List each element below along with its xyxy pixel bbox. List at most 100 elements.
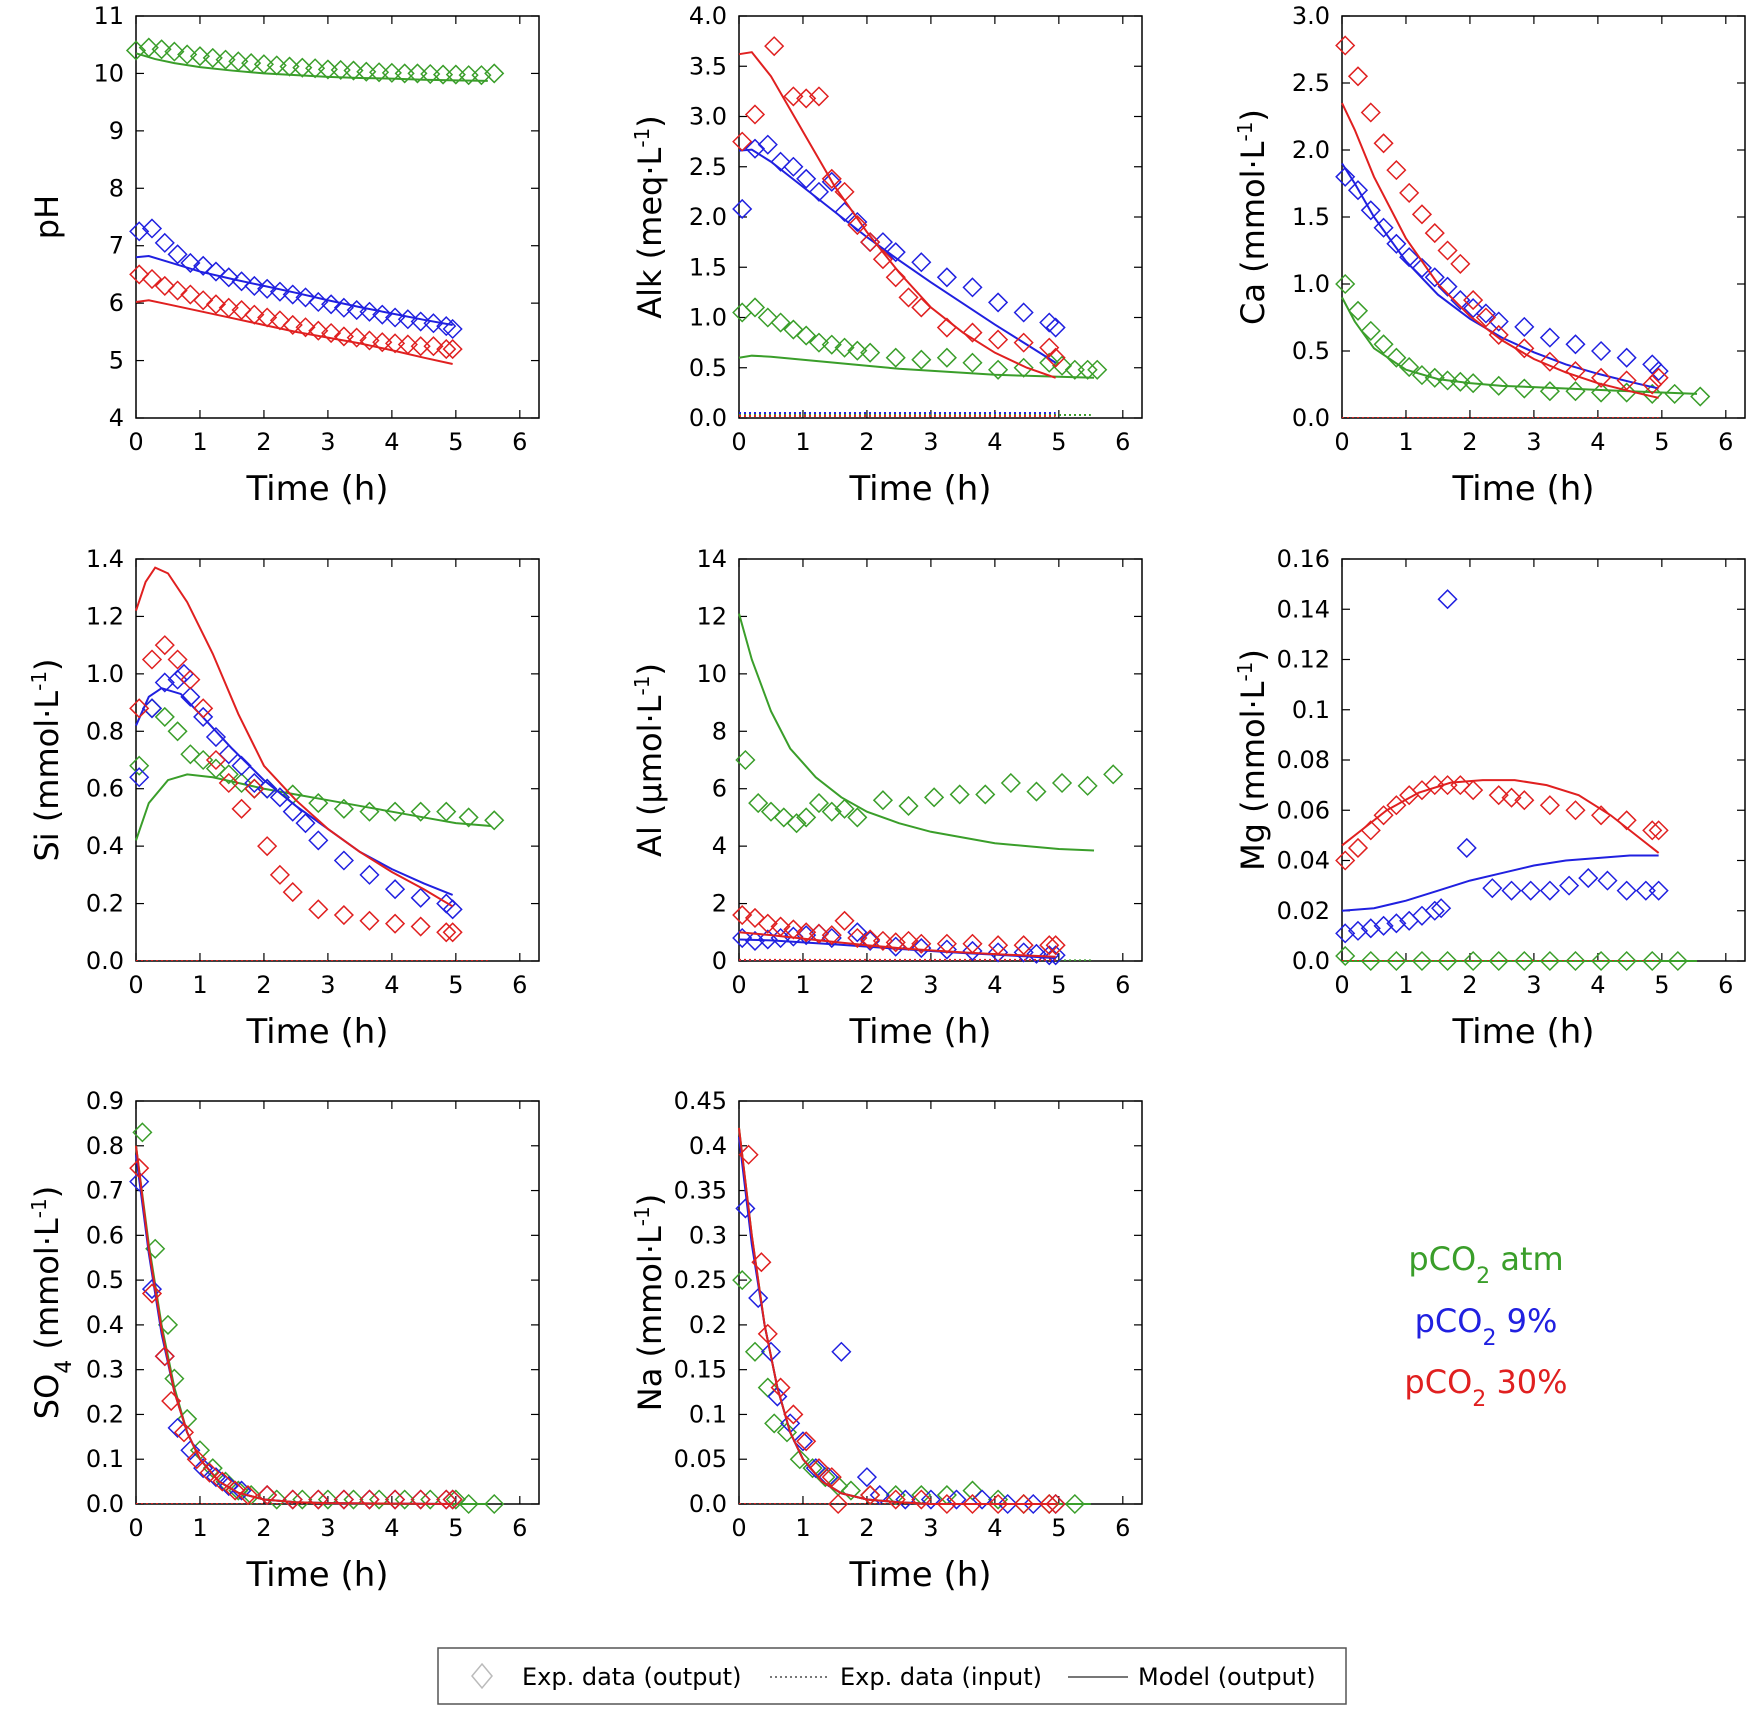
data-point bbox=[1642, 374, 1663, 395]
x-axis-label: Time (h) bbox=[1451, 1012, 1594, 1052]
y-tick-label: 11 bbox=[93, 2, 124, 30]
data-point bbox=[808, 793, 830, 814]
data-point bbox=[1565, 361, 1586, 382]
data-point bbox=[1437, 370, 1458, 391]
y-tick-label: 8 bbox=[109, 174, 124, 202]
data-point bbox=[1335, 850, 1356, 871]
data-point bbox=[308, 793, 329, 814]
data-point bbox=[410, 916, 431, 937]
x-tick-label: 0 bbox=[1334, 971, 1349, 999]
data-point bbox=[885, 1489, 906, 1510]
x-tick-label: 5 bbox=[1051, 1514, 1066, 1542]
data-point bbox=[920, 1489, 941, 1510]
data-point bbox=[735, 749, 756, 771]
data-point bbox=[442, 339, 463, 360]
data-point bbox=[834, 910, 855, 931]
data-point bbox=[860, 342, 881, 363]
y-tick-label: 7 bbox=[109, 232, 124, 260]
data-point bbox=[997, 1493, 1018, 1515]
data-point bbox=[1488, 950, 1509, 972]
data-point bbox=[308, 1489, 329, 1510]
data-point bbox=[385, 879, 406, 900]
data-point bbox=[808, 181, 830, 202]
x-tick-label: 1 bbox=[795, 971, 810, 999]
x-tick-label: 5 bbox=[1051, 428, 1066, 456]
legend-model-output: Model (output) bbox=[1138, 1663, 1316, 1691]
data-point bbox=[321, 322, 342, 344]
data-point bbox=[828, 1493, 849, 1515]
data-point bbox=[796, 922, 817, 943]
data-point bbox=[180, 686, 201, 707]
legend-exp-input: Exp. data (input) bbox=[840, 1663, 1042, 1691]
data-point bbox=[946, 1489, 967, 1510]
data-point bbox=[228, 1480, 249, 1501]
x-tick-label: 0 bbox=[128, 428, 143, 456]
x-tick-label: 3 bbox=[320, 971, 335, 999]
data-point bbox=[193, 290, 214, 311]
y-tick-label: 3.0 bbox=[689, 103, 727, 131]
data-point bbox=[244, 275, 265, 296]
x-axis-label: Time (h) bbox=[848, 469, 991, 509]
y-tick-label: 10 bbox=[93, 59, 124, 87]
data-point bbox=[808, 86, 830, 107]
data-point bbox=[282, 1489, 303, 1510]
y-tick-label: 4 bbox=[712, 832, 727, 860]
y-tick-label: 0.08 bbox=[1277, 746, 1330, 774]
data-point bbox=[1565, 381, 1586, 402]
y-tick-label: 0.6 bbox=[86, 1221, 124, 1249]
data-point bbox=[343, 60, 364, 81]
data-point bbox=[346, 327, 367, 348]
data-point bbox=[1347, 66, 1369, 87]
data-point bbox=[202, 1458, 223, 1479]
data-point bbox=[410, 887, 431, 908]
series-atm bbox=[732, 297, 1108, 416]
data-point bbox=[860, 1484, 881, 1506]
data-point bbox=[1514, 790, 1535, 811]
data-point bbox=[834, 181, 855, 202]
data-point bbox=[1411, 365, 1433, 386]
data-point bbox=[231, 755, 252, 776]
data-point bbox=[1437, 589, 1458, 610]
data-point bbox=[1013, 302, 1034, 323]
data-point bbox=[748, 793, 769, 814]
y-tick-label: 1.4 bbox=[86, 545, 124, 573]
y-tick-label: 0.5 bbox=[1292, 337, 1330, 365]
panel-so4: 0 1 2 3 4 5 6 0.0 0.1 0.2 0.3 0.4 0.5 0.6 0.7 0.8 0.9 Tim… bbox=[27, 1087, 540, 1595]
series-p30 bbox=[732, 36, 1066, 417]
data-point bbox=[1103, 764, 1124, 785]
data-point bbox=[847, 340, 868, 361]
y-tick-label: 0.3 bbox=[689, 1221, 727, 1249]
data-point bbox=[796, 168, 817, 189]
data-point bbox=[911, 938, 932, 959]
data-point bbox=[269, 310, 290, 331]
x-tick-label: 3 bbox=[1526, 428, 1541, 456]
data-point bbox=[295, 813, 316, 834]
x-tick-label: 1 bbox=[795, 1514, 810, 1542]
y-tick-label: 2.0 bbox=[689, 203, 727, 231]
y-tick-label: 0.15 bbox=[674, 1356, 727, 1384]
x-axis-label: Time (h) bbox=[245, 1555, 388, 1595]
data-point bbox=[1399, 182, 1420, 203]
data-point bbox=[333, 798, 354, 819]
data-point bbox=[205, 749, 227, 771]
data-point bbox=[869, 1484, 890, 1506]
data-point bbox=[231, 299, 252, 321]
x-tick-label: 0 bbox=[731, 971, 746, 999]
model-line bbox=[738, 354, 1095, 379]
y-tick-label: 3.0 bbox=[1292, 2, 1330, 30]
data-point bbox=[744, 104, 766, 125]
x-tick-label: 1 bbox=[1398, 428, 1413, 456]
data-point bbox=[821, 801, 842, 822]
data-point bbox=[205, 294, 227, 315]
data-point bbox=[821, 171, 842, 192]
data-point bbox=[266, 55, 287, 76]
data-point bbox=[1514, 338, 1535, 359]
x-tick-label: 5 bbox=[1051, 971, 1066, 999]
data-point bbox=[442, 899, 463, 920]
data-point bbox=[1591, 950, 1612, 972]
data-point bbox=[988, 1489, 1009, 1510]
model-line bbox=[1341, 854, 1659, 912]
data-point bbox=[936, 1493, 957, 1515]
model-line bbox=[738, 613, 1095, 852]
y-tick-label: 1.0 bbox=[86, 660, 124, 688]
